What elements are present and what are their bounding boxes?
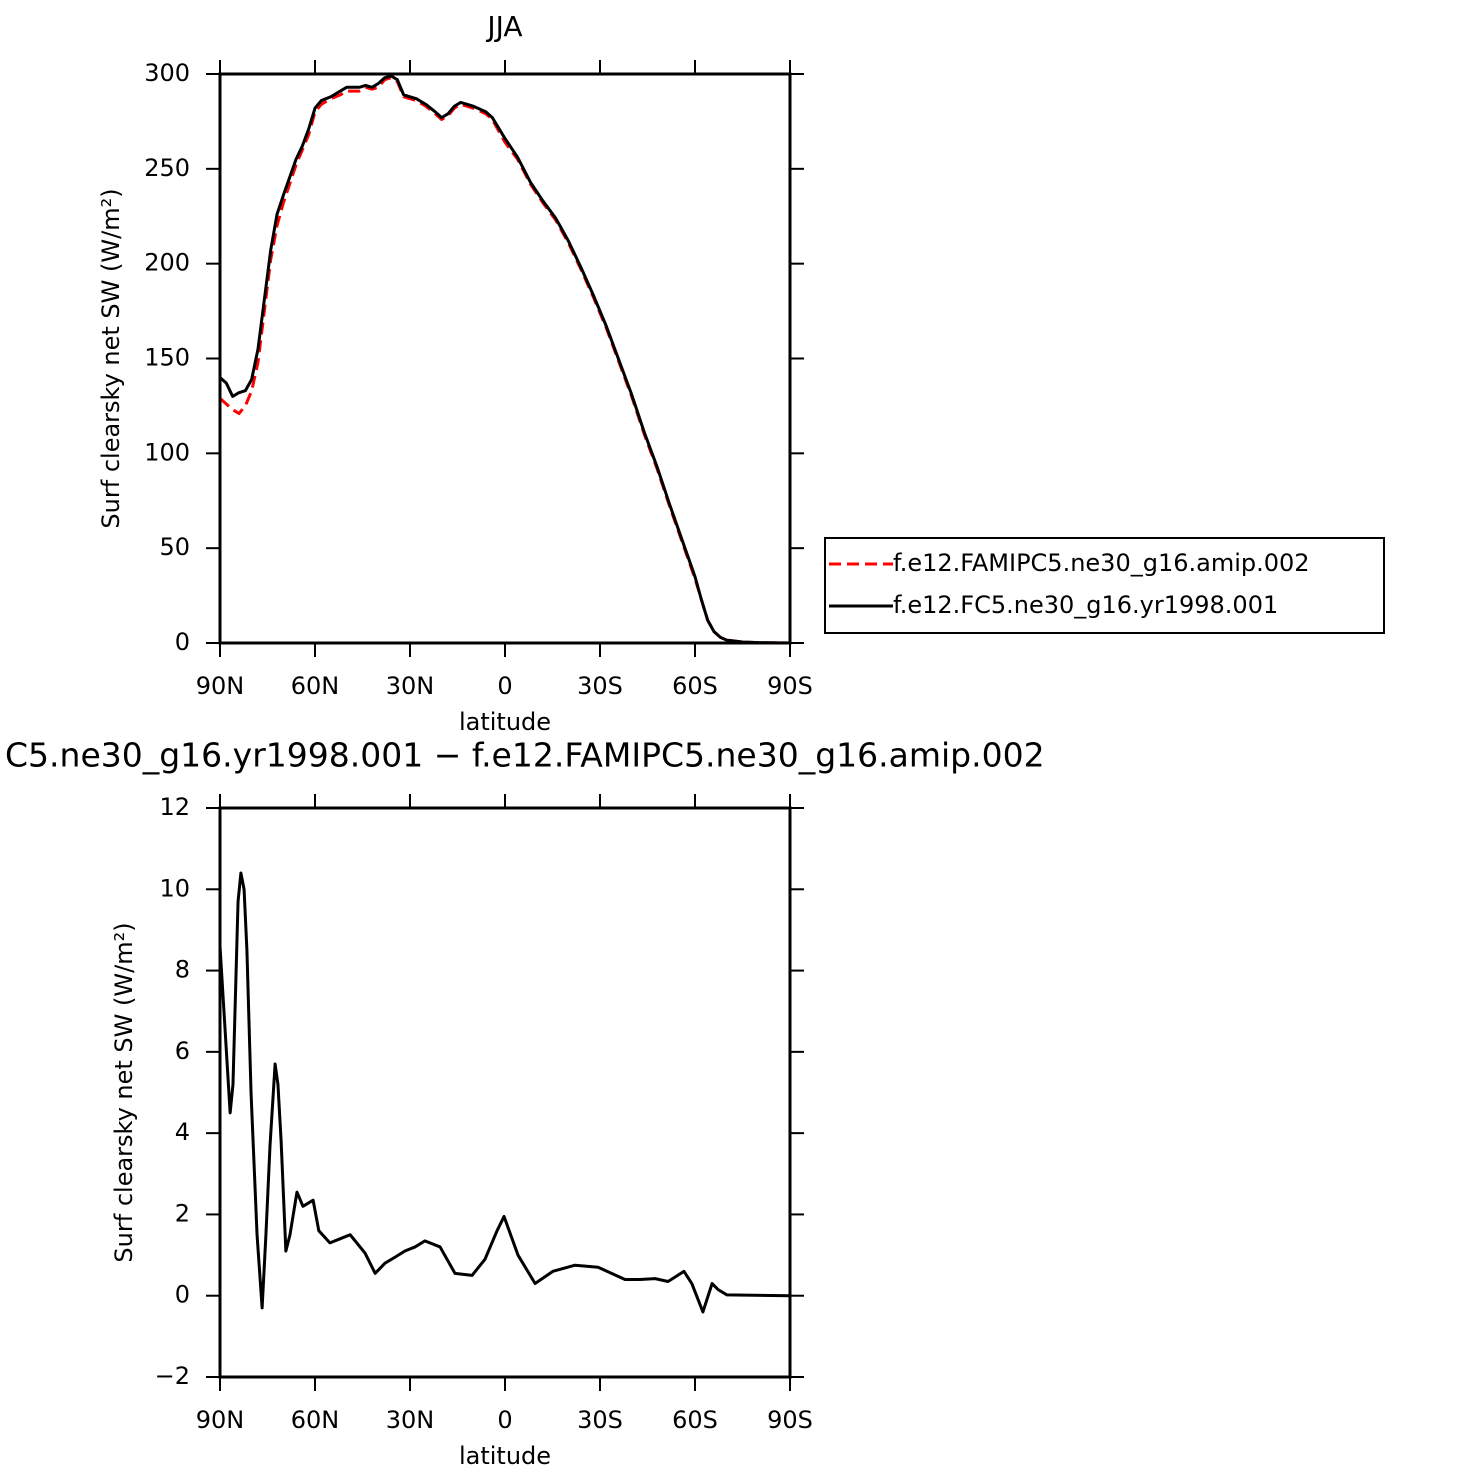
x-tick-label: 60N: [291, 1406, 340, 1434]
y-tick-label: 200: [144, 249, 190, 277]
y-tick-label: 10: [159, 874, 190, 902]
legend-box: [824, 537, 1385, 634]
legend-label: f.e12.FAMIPC5.ne30_g16.amip.002: [893, 549, 1310, 577]
x-axis-label: latitude: [459, 708, 551, 736]
plot-frame: [218, 806, 792, 1379]
y-tick-label: 150: [144, 344, 190, 372]
x-tick-label: 30N: [386, 1406, 435, 1434]
x-tick-label: 90S: [767, 1406, 813, 1434]
y-tick-label: 300: [144, 59, 190, 87]
x-axis-label: latitude: [459, 1442, 551, 1470]
x-tick-label: 60S: [672, 1406, 718, 1434]
x-tick-label: 30N: [386, 672, 435, 700]
y-tick-label: 0: [175, 628, 190, 656]
y-tick-label: 0: [175, 1281, 190, 1309]
y-tick-label: 50: [159, 533, 190, 561]
x-tick-label: 90S: [767, 672, 813, 700]
plot-frame: [218, 72, 792, 645]
y-axis-label: Surf clearsky net SW (W/m²): [97, 188, 125, 528]
y-tick-label: −2: [155, 1362, 190, 1390]
y-tick-label: 250: [144, 154, 190, 182]
y-tick-label: 2: [175, 1199, 190, 1227]
x-tick-label: 90N: [196, 672, 245, 700]
y-tick-label: 6: [175, 1037, 190, 1065]
x-tick-label: 30S: [577, 1406, 623, 1434]
data-line: [218, 76, 791, 645]
x-tick-label: 30S: [577, 672, 623, 700]
x-tick-label: 0: [497, 672, 512, 700]
y-tick-label: 100: [144, 438, 190, 466]
y-tick-label: 4: [175, 1118, 190, 1146]
legend-label: f.e12.FC5.ne30_g16.yr1998.001: [893, 591, 1278, 619]
x-tick-label: 60N: [291, 672, 340, 700]
y-tick-label: 12: [159, 793, 190, 821]
data-line: [218, 871, 791, 1314]
x-tick-label: 90N: [196, 1406, 245, 1434]
data-line: [218, 74, 791, 645]
x-tick-label: 0: [497, 1406, 512, 1434]
chart-title: JJA: [485, 10, 522, 43]
chart-title: C5.ne30_g16.yr1998.001 − f.e12.FAMIPC5.n…: [5, 736, 1045, 775]
y-tick-label: 8: [175, 956, 190, 984]
y-axis-label: Surf clearsky net SW (W/m²): [110, 922, 138, 1262]
x-tick-label: 60S: [672, 672, 718, 700]
